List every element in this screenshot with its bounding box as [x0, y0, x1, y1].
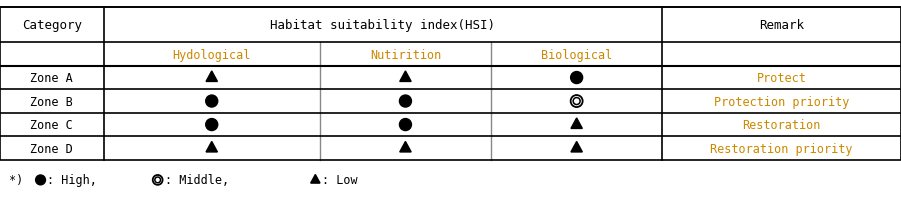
Circle shape: [205, 96, 218, 108]
Text: Nutirition: Nutirition: [369, 48, 441, 61]
Text: Zone D: Zone D: [31, 142, 73, 155]
Polygon shape: [206, 72, 217, 82]
Text: Habitat suitability index(HSI): Habitat suitability index(HSI): [270, 19, 496, 32]
Text: *): *): [9, 174, 31, 186]
Text: Restoration priority: Restoration priority: [710, 142, 853, 155]
Polygon shape: [311, 175, 320, 183]
Circle shape: [399, 96, 412, 108]
Text: Restoration: Restoration: [742, 118, 821, 131]
Bar: [0, 8, 901, 160]
Polygon shape: [571, 142, 582, 152]
Polygon shape: [400, 72, 411, 82]
Polygon shape: [206, 142, 217, 152]
Text: Hydological: Hydological: [173, 48, 250, 61]
Text: Zone B: Zone B: [31, 95, 73, 108]
Circle shape: [36, 175, 45, 185]
Text: Zone C: Zone C: [31, 118, 73, 131]
Text: Remark: Remark: [760, 19, 804, 32]
Polygon shape: [571, 118, 582, 129]
Text: : Low: : Low: [323, 174, 358, 186]
Circle shape: [399, 119, 412, 131]
Circle shape: [205, 119, 218, 131]
Text: Protection priority: Protection priority: [714, 95, 850, 108]
Text: Zone A: Zone A: [31, 72, 73, 85]
Text: Protect: Protect: [757, 72, 806, 85]
Text: Biological: Biological: [541, 48, 613, 61]
Polygon shape: [400, 142, 411, 152]
Circle shape: [570, 72, 583, 84]
Text: : High,: : High,: [48, 174, 97, 186]
Text: Category: Category: [22, 19, 82, 32]
Text: : Middle,: : Middle,: [165, 174, 229, 186]
